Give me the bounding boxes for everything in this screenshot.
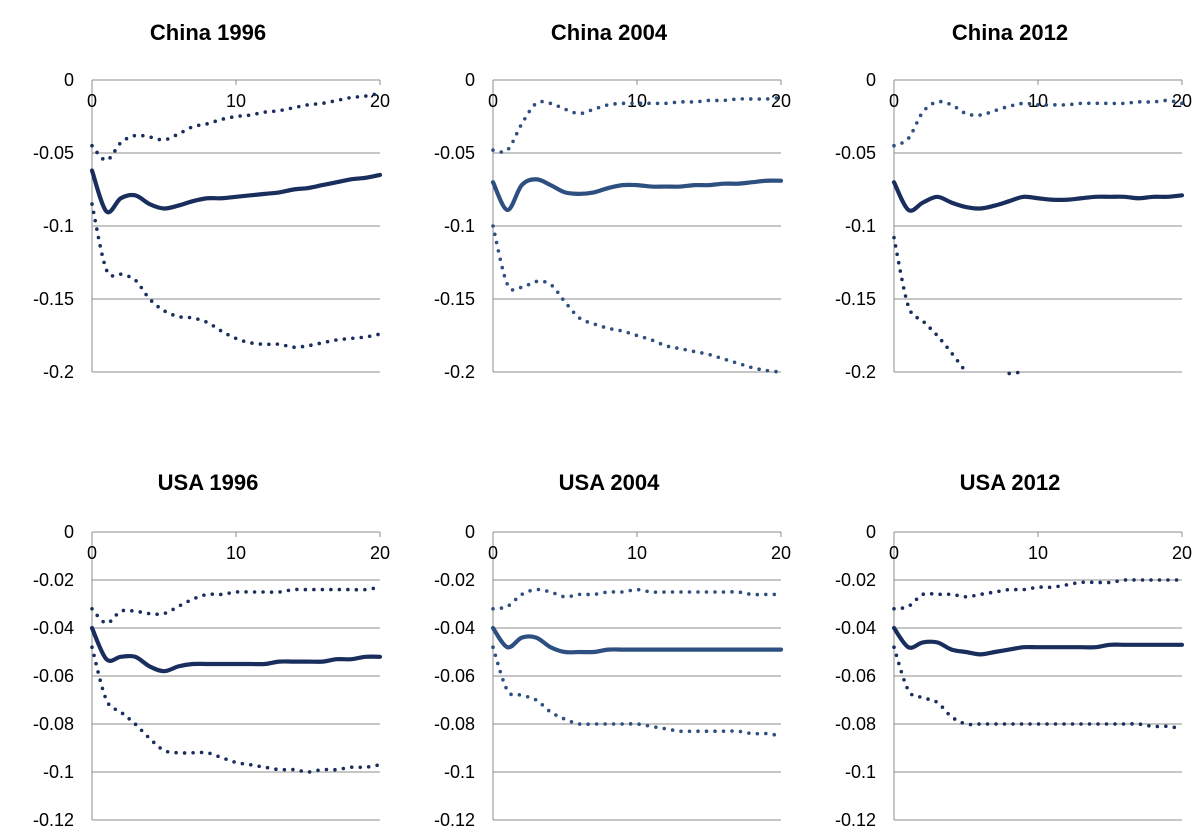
y-tick-label: -0.04: [33, 618, 74, 638]
confidence-band-line: [491, 95, 783, 154]
y-tick-label: -0.06: [33, 666, 74, 686]
chart-title: China 1996: [150, 20, 266, 45]
response-line: [891, 180, 1185, 213]
confidence-band-line: [90, 202, 382, 350]
chart-svg: China 2004 0 -0.05 -0.1 -0.15 -0.2 0 10 20: [434, 20, 791, 382]
y-tick-label: -0.15: [434, 289, 475, 309]
confidence-band-line: [892, 235, 968, 374]
confidence-band-line: [491, 645, 783, 738]
x-tick-label: 0: [488, 543, 498, 563]
chart-panel: China 2012 0 -0.05 -0.1 -0.15 -0.2 0 10 20: [802, 0, 1202, 416]
chart-title: USA 2012: [960, 470, 1061, 495]
x-tick-label: 10: [627, 91, 647, 111]
response-line: [490, 177, 784, 213]
x-tick-label: 20: [1172, 91, 1192, 111]
chart-panel: USA 2012 0 -0.02 -0.04 -0.06 -0.08 -0.1 -0.12 0 1…: [802, 416, 1202, 832]
y-tick-label: -0.05: [434, 143, 475, 163]
x-tick-label: 10: [226, 543, 246, 563]
chart-title: USA 2004: [559, 470, 660, 495]
confidence-band-line: [892, 645, 1184, 731]
y-tick-label: -0.02: [835, 570, 876, 590]
y-tick-label: -0.08: [835, 714, 876, 734]
y-tick-label: -0.15: [835, 289, 876, 309]
x-tick-label: 20: [771, 543, 791, 563]
y-tick-label: -0.05: [33, 143, 74, 163]
chart-title: USA 1996: [158, 470, 259, 495]
y-tick-label: -0.08: [33, 714, 74, 734]
x-tick-label: 10: [627, 543, 647, 563]
confidence-band-line: [491, 587, 783, 611]
x-tick-label: 10: [226, 91, 246, 111]
y-tick-label: 0: [866, 70, 876, 90]
y-tick-label: -0.1: [845, 216, 876, 236]
confidence-band-line: [491, 224, 783, 374]
y-tick-label: -0.1: [444, 762, 475, 782]
y-tick-label: -0.02: [33, 570, 74, 590]
chart-panel: USA 2004 0 -0.02 -0.04 -0.06 -0.08 -0.1 -0.12 0 1…: [401, 416, 801, 832]
y-tick-label: -0.12: [33, 810, 74, 830]
response-line: [891, 625, 1185, 657]
y-tick-label: 0: [64, 70, 74, 90]
y-tick-label: -0.1: [845, 762, 876, 782]
chart-panel: China 2004 0 -0.05 -0.1 -0.15 -0.2 0 10 20: [401, 0, 801, 416]
confidence-band-line: [892, 98, 1184, 148]
chart-title: China 2004: [551, 20, 668, 45]
x-tick-label: 0: [87, 91, 97, 111]
y-tick-label: -0.2: [845, 362, 876, 382]
y-tick-label: -0.04: [835, 618, 876, 638]
confidence-band-line: [90, 585, 382, 625]
y-tick-label: -0.2: [444, 362, 475, 382]
y-tick-label: -0.12: [835, 810, 876, 830]
chart-panel: USA 1996 0 -0.02 -0.04 -0.06 -0.08 -0.1 -0.12 0 1…: [0, 416, 400, 832]
response-line: [89, 625, 383, 674]
x-tick-label: 10: [1028, 543, 1048, 563]
x-tick-label: 20: [1172, 543, 1192, 563]
y-tick-label: -0.1: [43, 216, 74, 236]
y-tick-label: 0: [465, 522, 475, 542]
y-tick-label: 0: [866, 522, 876, 542]
y-tick-label: -0.15: [33, 289, 74, 309]
chart-svg: USA 2012 0 -0.02 -0.04 -0.06 -0.08 -0.1 -0.12 0 1…: [835, 470, 1192, 830]
response-line: [89, 168, 383, 215]
x-tick-label: 0: [488, 91, 498, 111]
y-tick-label: -0.06: [434, 666, 475, 686]
y-tick-label: -0.06: [835, 666, 876, 686]
chart-panel: China 1996 0 -0.05 -0.1 -0.15 -0.2 0 10 20: [0, 0, 400, 416]
y-tick-label: -0.05: [835, 143, 876, 163]
chart-svg: USA 1996 0 -0.02 -0.04 -0.06 -0.08 -0.1 -0.12 0 1…: [33, 470, 390, 830]
y-tick-label: 0: [64, 522, 74, 542]
x-tick-label: 0: [889, 543, 899, 563]
y-tick-label: -0.1: [43, 762, 74, 782]
confidence-band-line: [1007, 370, 1026, 376]
y-tick-label: 0: [465, 70, 475, 90]
chart-title: China 2012: [952, 20, 1068, 45]
y-tick-label: -0.02: [434, 570, 475, 590]
x-tick-label: 0: [87, 543, 97, 563]
x-tick-label: 0: [889, 91, 899, 111]
x-tick-label: 20: [370, 543, 390, 563]
confidence-band-line: [90, 91, 382, 163]
confidence-band-line: [892, 578, 1184, 611]
chart-svg: USA 2004 0 -0.02 -0.04 -0.06 -0.08 -0.1 -0.12 0 1…: [434, 470, 791, 830]
x-tick-label: 10: [1028, 91, 1048, 111]
chart-svg: China 2012 0 -0.05 -0.1 -0.15 -0.2 0 10 20: [835, 20, 1192, 382]
y-tick-label: -0.12: [434, 810, 475, 830]
x-tick-label: 20: [771, 91, 791, 111]
y-tick-label: -0.1: [444, 216, 475, 236]
response-line: [490, 625, 784, 655]
y-tick-label: -0.2: [43, 362, 74, 382]
y-tick-label: -0.08: [434, 714, 475, 734]
y-tick-label: -0.04: [434, 618, 475, 638]
